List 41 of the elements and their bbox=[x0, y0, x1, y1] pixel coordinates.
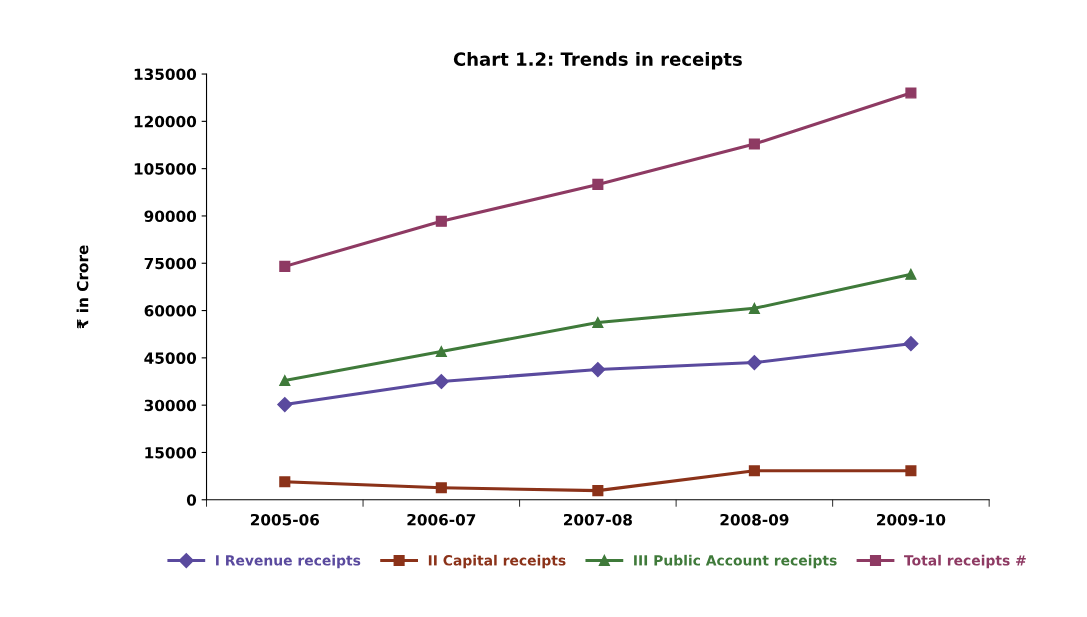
y-axis-title: ₹ in Crore bbox=[76, 245, 89, 329]
y-tick-label: 120000 bbox=[134, 115, 197, 128]
legend-label: III Public Account receipts bbox=[634, 554, 837, 569]
y-tick-label: 60000 bbox=[144, 305, 197, 317]
point bbox=[279, 260, 291, 272]
point bbox=[746, 355, 762, 371]
point bbox=[903, 336, 919, 352]
x-tick-label: 2007-08 bbox=[564, 513, 632, 526]
y-tick-label: 30000 bbox=[144, 399, 197, 412]
point bbox=[277, 396, 293, 413]
point bbox=[279, 476, 291, 488]
point bbox=[592, 485, 604, 497]
point bbox=[905, 465, 917, 477]
point bbox=[592, 178, 604, 190]
point bbox=[435, 345, 447, 358]
y-tick-label: 45000 bbox=[144, 352, 197, 364]
x-tick-label: 2008-09 bbox=[720, 513, 789, 526]
point bbox=[435, 215, 447, 227]
y-tick-label: 90000 bbox=[144, 210, 197, 222]
y-tick-label: 0 bbox=[186, 494, 197, 506]
legend-label: Total receipts # bbox=[904, 554, 1026, 569]
point bbox=[433, 373, 449, 390]
y-tick-label: 75000 bbox=[144, 257, 197, 270]
x-tick-label: 2009-10 bbox=[877, 513, 946, 526]
point bbox=[592, 316, 604, 329]
chart-title: Chart 1.2: Trends in receipts bbox=[453, 51, 742, 70]
y-tick-label: 135000 bbox=[134, 68, 197, 81]
y-tick-label: 105000 bbox=[134, 163, 197, 175]
legend-label: II Capital receipts bbox=[428, 554, 566, 569]
legend-label: I Revenue receipts bbox=[216, 554, 361, 569]
point bbox=[748, 302, 760, 314]
x-tick-label: 2006-07 bbox=[407, 513, 476, 526]
point bbox=[279, 375, 291, 387]
y-tick-label: 15000 bbox=[145, 446, 197, 459]
point bbox=[435, 482, 447, 494]
point bbox=[748, 465, 760, 477]
x-tick-label: 2005-06 bbox=[250, 513, 320, 526]
point bbox=[748, 138, 760, 150]
point bbox=[590, 361, 606, 378]
point bbox=[905, 87, 917, 99]
point bbox=[905, 268, 917, 280]
